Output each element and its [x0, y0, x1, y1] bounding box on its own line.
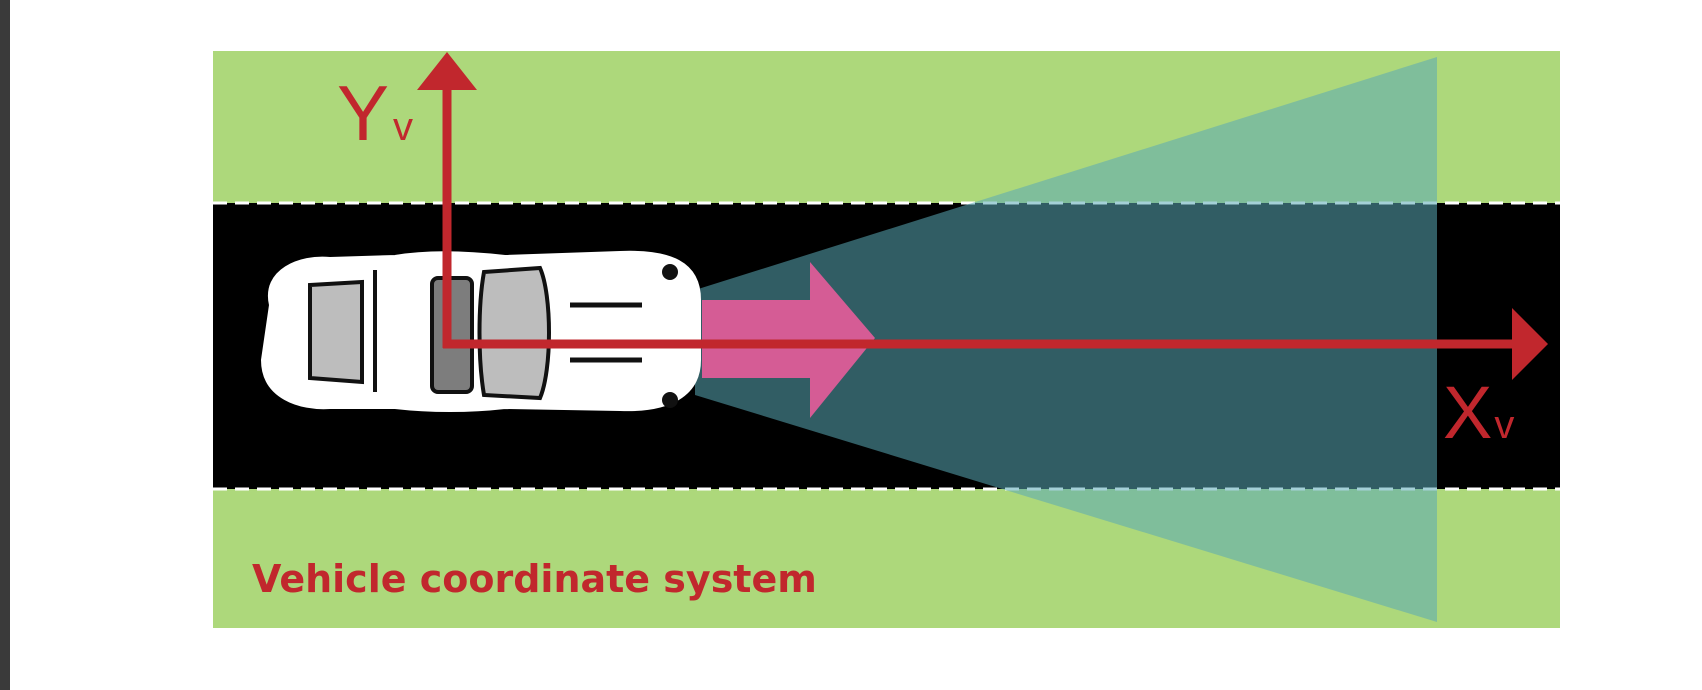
- y-axis: [417, 52, 477, 348]
- x-axis-label: Xv: [1443, 371, 1514, 454]
- x-axis-arrowhead: [1512, 308, 1548, 380]
- car: [260, 250, 701, 412]
- diagram-caption: Vehicle coordinate system: [252, 557, 817, 601]
- car-headlight-top: [662, 264, 678, 280]
- car-headlight-bottom: [662, 392, 678, 408]
- x-axis-subscript: v: [1494, 403, 1514, 447]
- y-axis-subscript: v: [393, 105, 413, 149]
- car-windshield: [477, 265, 551, 401]
- car-roof: [430, 276, 474, 394]
- car-rear-window: [308, 279, 364, 385]
- y-axis-arrowhead: [417, 52, 477, 90]
- x-axis: [443, 308, 1548, 380]
- window-edge: [0, 0, 10, 690]
